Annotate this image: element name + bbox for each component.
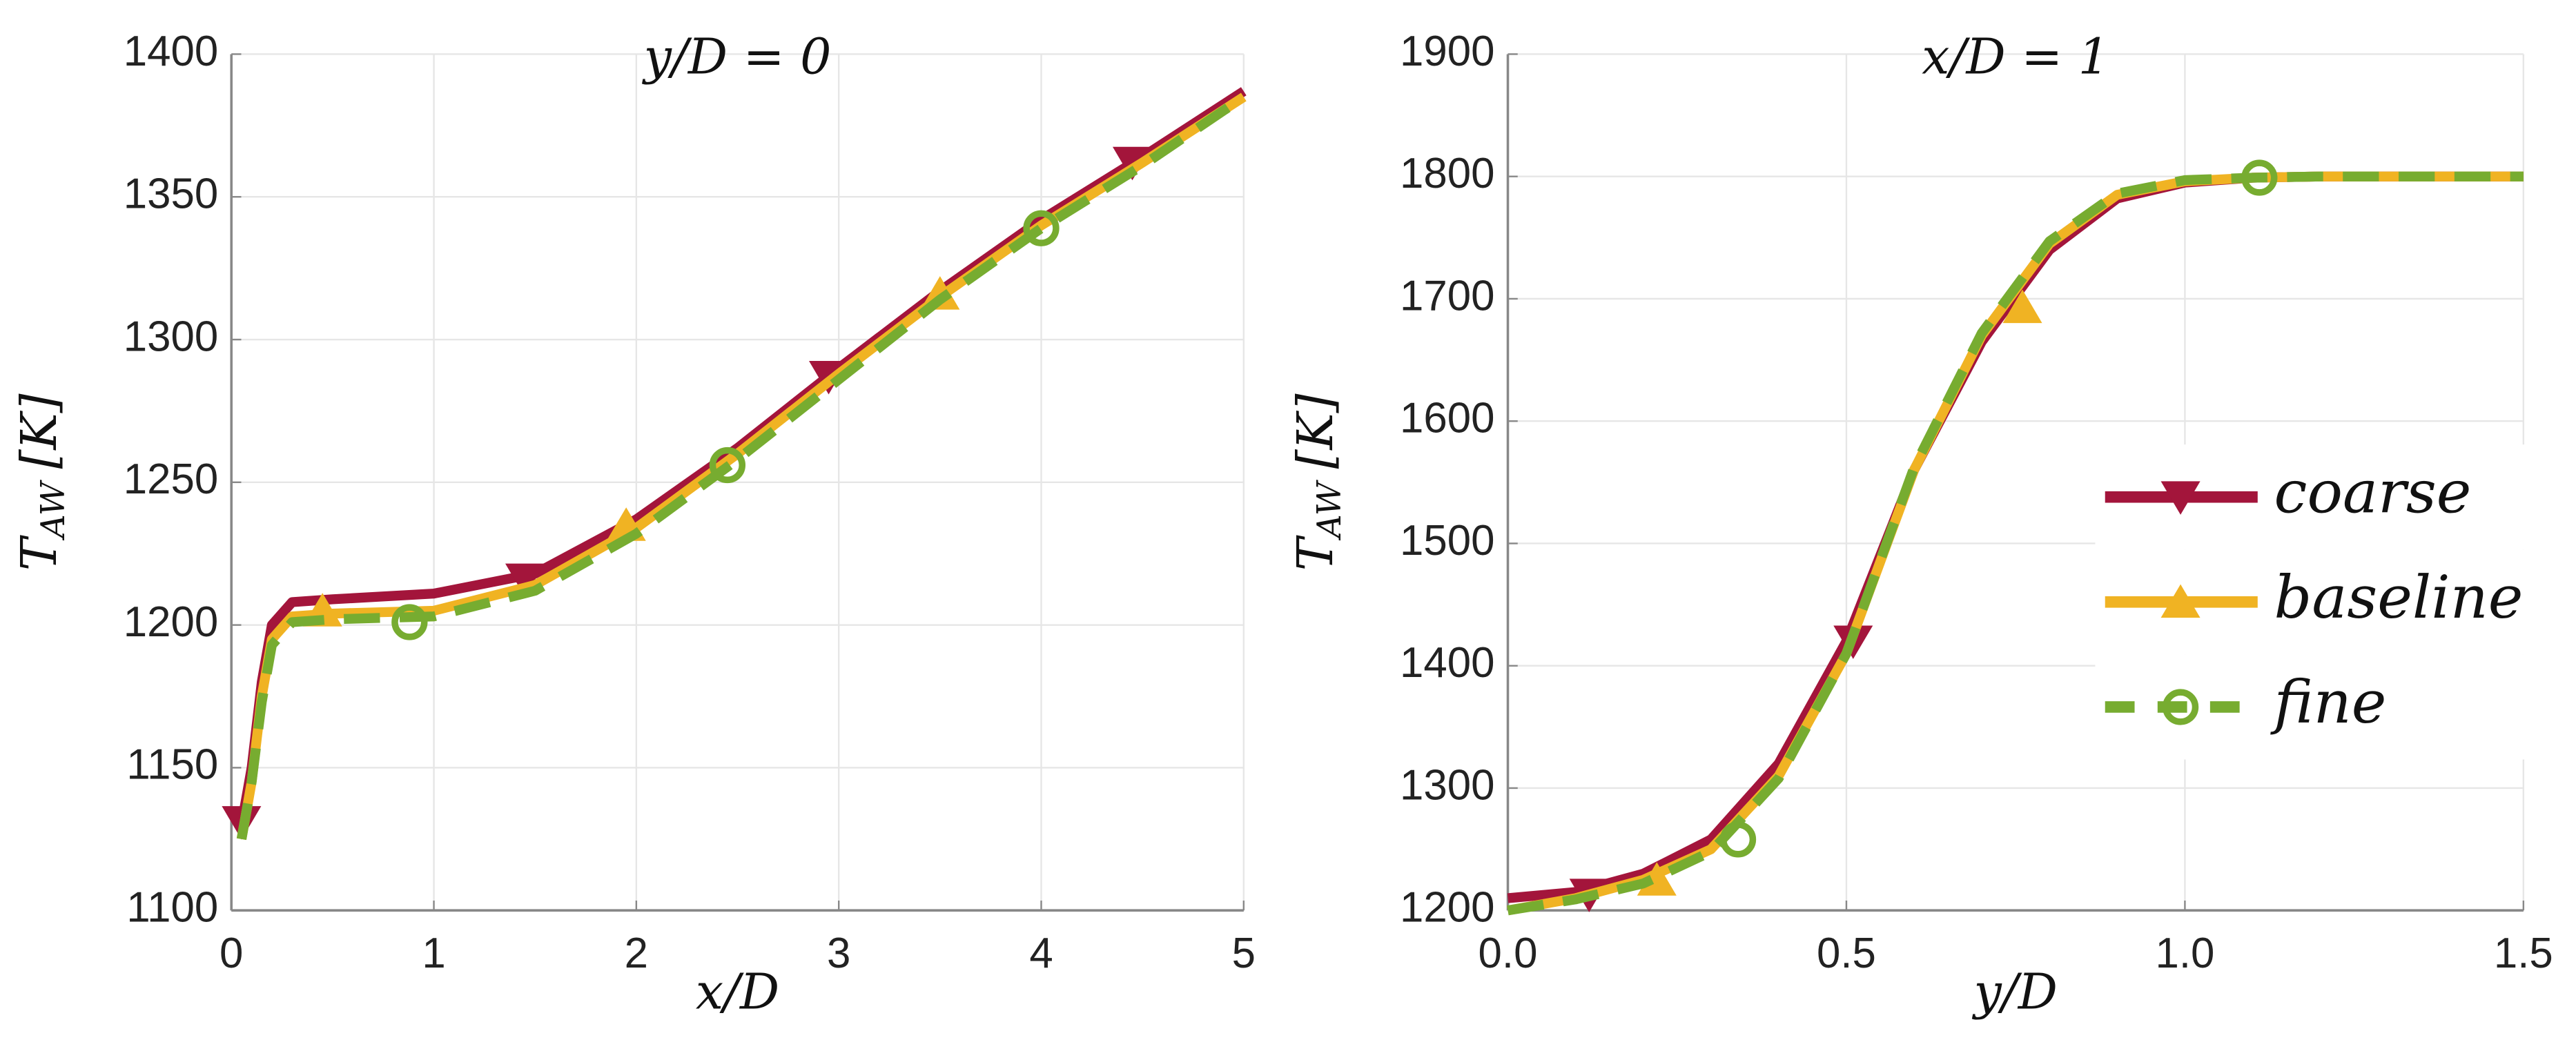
marker bbox=[2002, 289, 2042, 324]
y-tick-label: 1400 bbox=[1400, 639, 1494, 687]
x-axis-label: y/D bbox=[1971, 963, 2057, 1020]
x-tick-label: 4 bbox=[1029, 930, 1053, 977]
chart-title: y/D = 0 bbox=[642, 28, 832, 85]
y-tick-label: 1200 bbox=[124, 598, 218, 646]
marker bbox=[391, 604, 428, 640]
legend-label: baseline bbox=[2274, 564, 2524, 632]
y-tick-label: 1300 bbox=[124, 313, 218, 360]
y-label-sub: AW bbox=[1311, 479, 1349, 540]
y-tick-label: 1600 bbox=[1400, 395, 1494, 442]
y-tick-label: 1500 bbox=[1400, 517, 1494, 565]
y-label-unit: [K] bbox=[1287, 393, 1344, 469]
y-axis-label: TAW [K] bbox=[10, 393, 72, 571]
y-tick-label: 1800 bbox=[1400, 150, 1494, 197]
legend-marker bbox=[2160, 481, 2201, 515]
x-tick-label: 1.0 bbox=[2155, 930, 2214, 977]
x-tick-label: 0.0 bbox=[1479, 930, 1538, 977]
y-tick-label: 1250 bbox=[124, 455, 218, 503]
x-axis-label: x/D bbox=[696, 963, 779, 1020]
y-tick-label: 1900 bbox=[1400, 28, 1494, 75]
legend-label: fine bbox=[2270, 669, 2387, 737]
x-tick-label: 1.5 bbox=[2494, 930, 2553, 977]
y-axis-label: TAW [K] bbox=[1287, 393, 1349, 571]
legend-marker bbox=[2160, 584, 2201, 618]
chart-panel: 1100 1150 1200 1250 1300 1350 1400 0 1 2 3 4 5 y/D = … bbox=[10, 28, 1256, 1021]
y-tick-label: 1700 bbox=[1400, 272, 1494, 320]
legend-marker bbox=[2162, 689, 2199, 725]
y-tick-label: 1150 bbox=[126, 741, 218, 789]
series-line bbox=[1507, 171, 2524, 916]
x-tick-label: 2 bbox=[625, 930, 648, 977]
marker bbox=[1023, 210, 1060, 246]
x-tick-label: 3 bbox=[827, 930, 850, 977]
y-tick-label: 1100 bbox=[126, 884, 218, 932]
x-tick-label: 0.5 bbox=[1817, 930, 1876, 977]
x-tick-label: 1 bbox=[422, 930, 445, 977]
marker bbox=[2241, 159, 2278, 196]
chart-panel: 1200 1300 1400 1500 1600 1700 1800 1900 0.0 0.5 1.… bbox=[1287, 28, 2553, 1021]
series-line bbox=[236, 92, 1247, 841]
y-label-sub: AW bbox=[35, 479, 72, 540]
marker bbox=[505, 563, 545, 598]
chart-title: x/D = 1 bbox=[1922, 28, 2109, 85]
y-label-unit: [K] bbox=[10, 393, 67, 469]
x-tick-label: 0 bbox=[219, 930, 243, 977]
x-tick-label: 5 bbox=[1232, 930, 1256, 977]
y-tick-label: 1200 bbox=[1400, 884, 1494, 932]
y-tick-label: 1350 bbox=[124, 170, 218, 218]
marker bbox=[1637, 862, 1677, 896]
y-tick-label: 1400 bbox=[124, 28, 218, 75]
y-tick-label: 1300 bbox=[1400, 761, 1494, 809]
marker bbox=[709, 447, 746, 484]
legend-label: coarse bbox=[2274, 459, 2472, 527]
series-line bbox=[236, 92, 1247, 841]
y-label-main: T bbox=[1287, 535, 1344, 571]
y-label-main: T bbox=[10, 535, 67, 571]
marker bbox=[1719, 821, 1757, 858]
